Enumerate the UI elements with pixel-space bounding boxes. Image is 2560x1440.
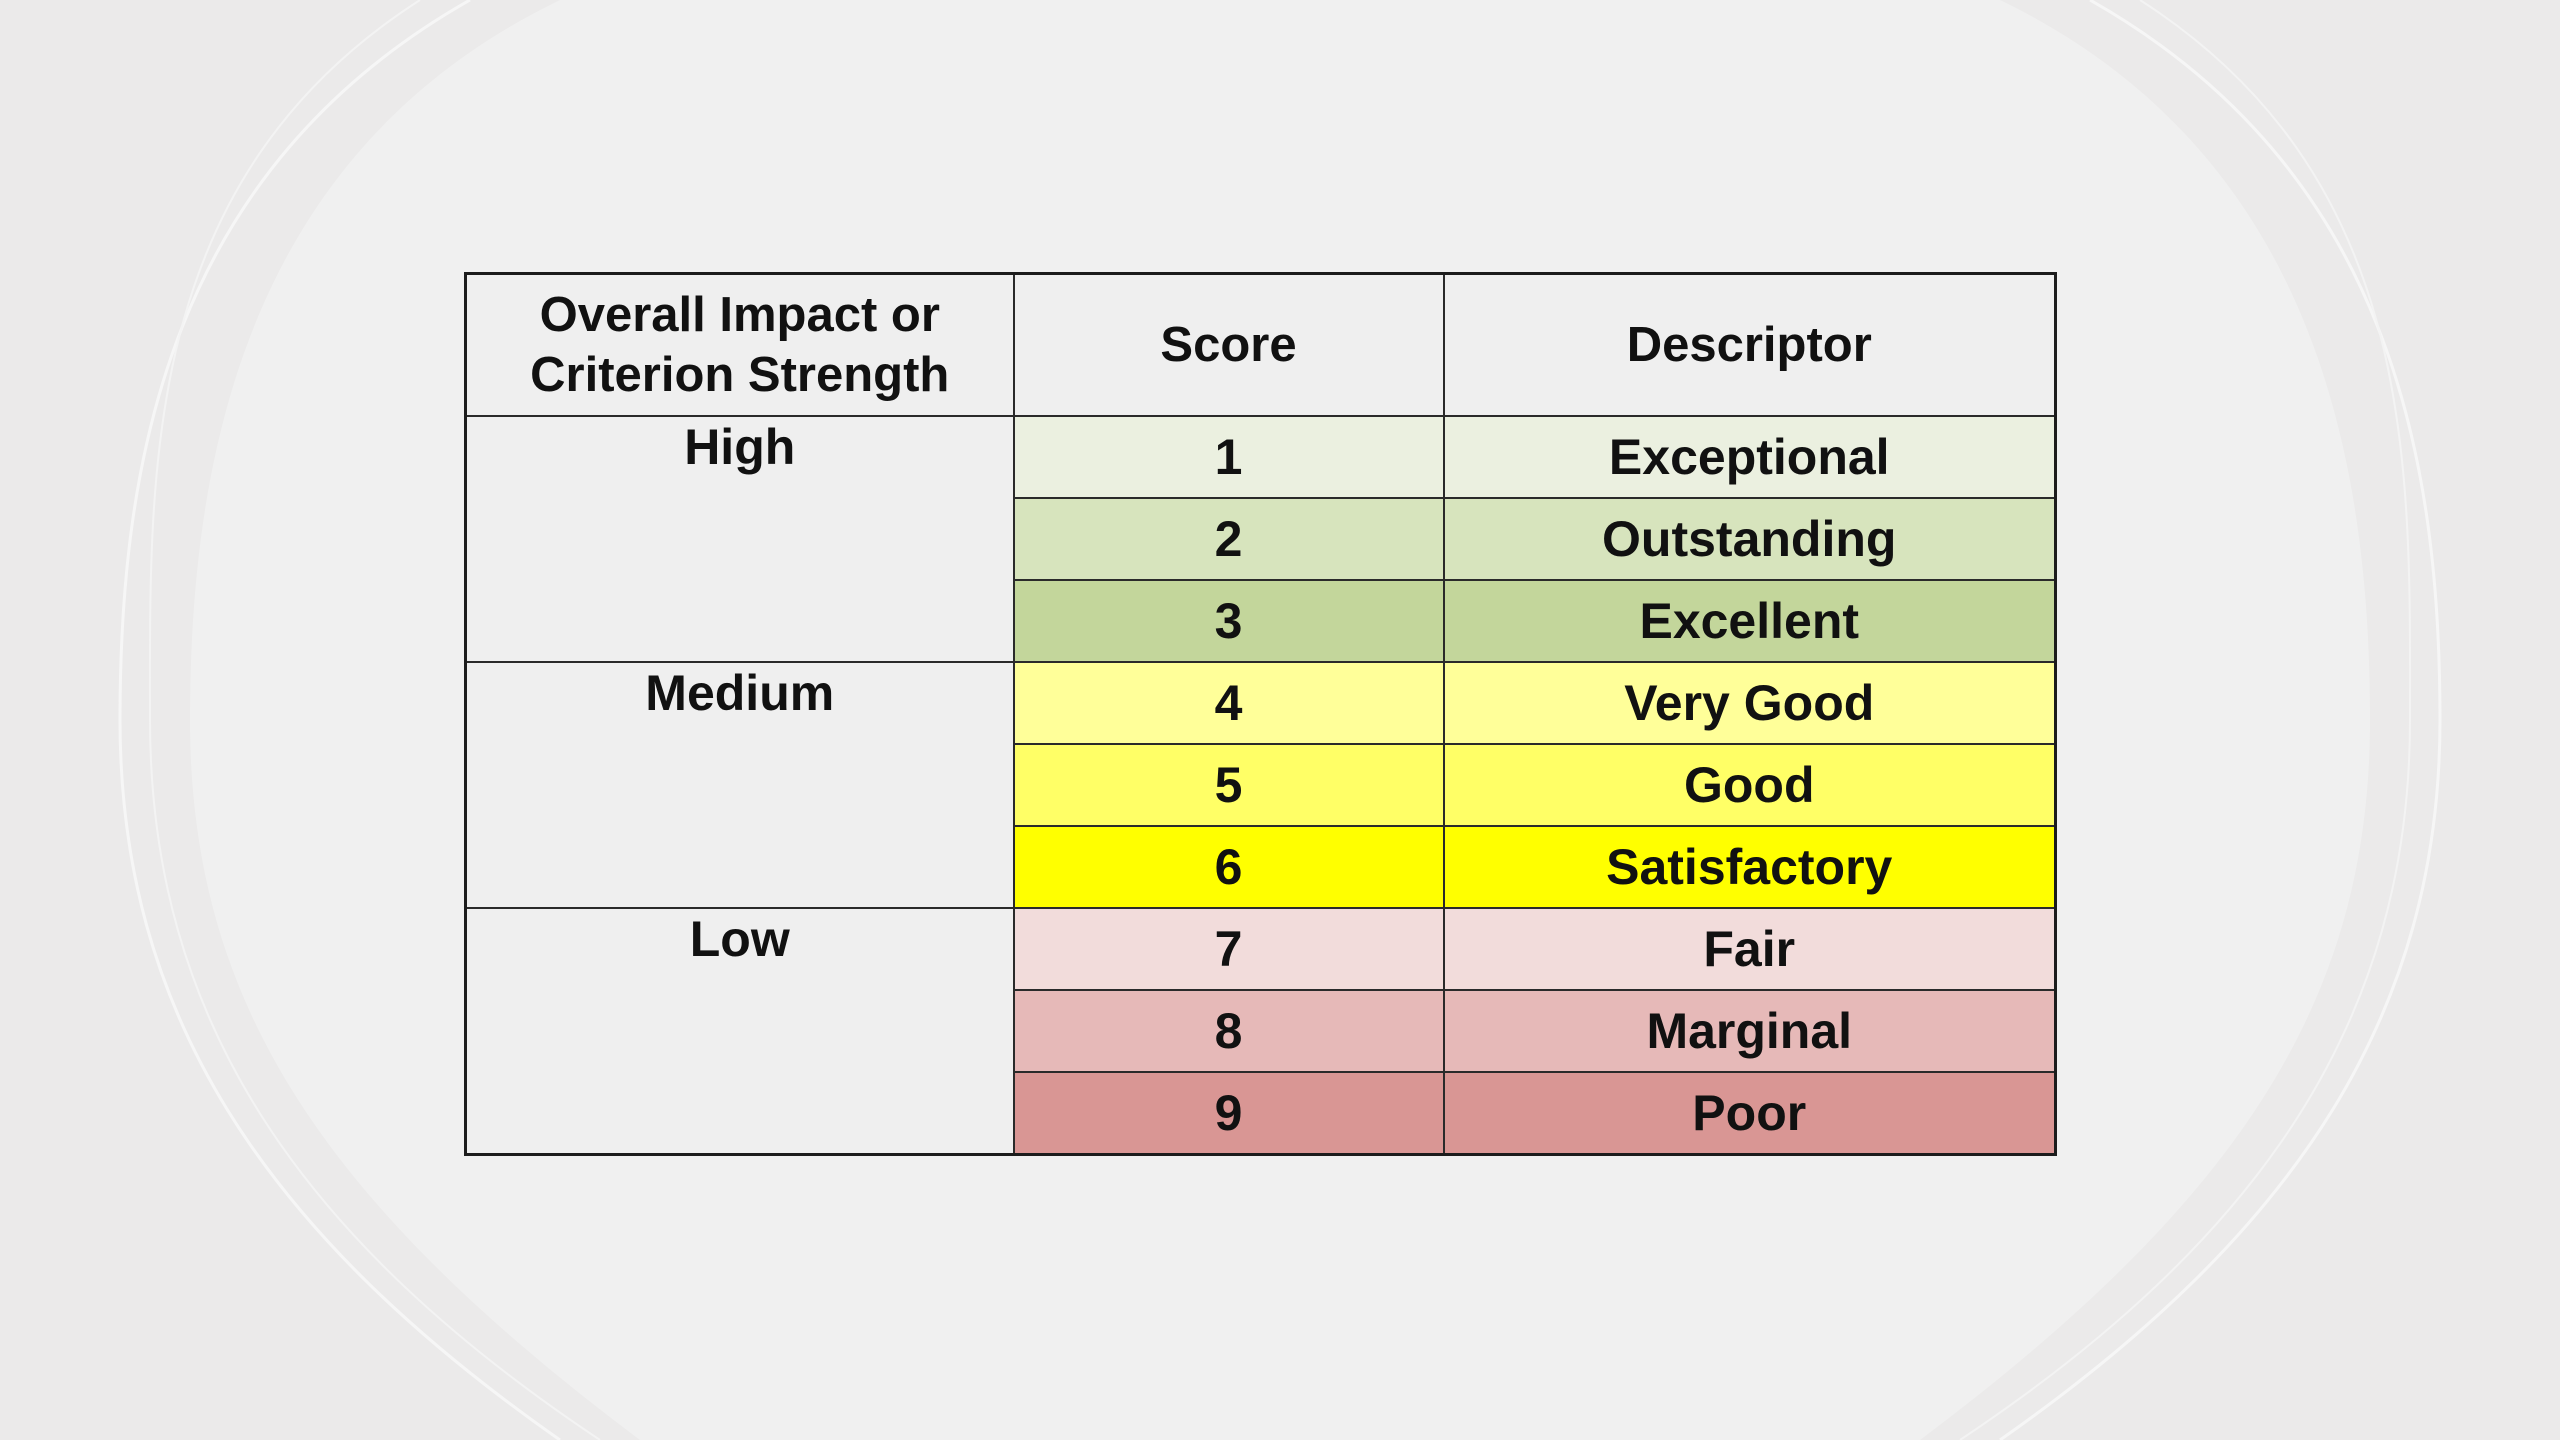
level-cell-low: Low (464, 907, 1015, 1156)
score-cell: 1 (1012, 415, 1445, 499)
header-score: Score (1012, 272, 1445, 417)
score-cell: 4 (1012, 661, 1445, 745)
table-row: 2 Outstanding (466, 497, 2057, 581)
score-cell: 7 (1012, 907, 1445, 991)
descriptor-cell: Satisfactory (1442, 825, 2057, 909)
table-row: 6 Satisfactory (466, 825, 2057, 909)
score-cell: 5 (1012, 743, 1445, 827)
descriptor-cell: Good (1442, 743, 2057, 827)
score-cell: 6 (1012, 825, 1445, 909)
descriptor-cell: Very Good (1442, 661, 2057, 745)
scoring-table: Overall Impact or Criterion Strength Sco… (464, 272, 2057, 1156)
table-row: Low 7 Fair (464, 907, 2057, 1156)
level-cell-medium: Medium (464, 661, 1015, 909)
descriptor-cell: Exceptional (1442, 415, 2057, 499)
header-descriptor: Descriptor (1442, 272, 2057, 417)
descriptor-cell: Excellent (1442, 579, 2057, 663)
level-cell-high: High (464, 415, 1015, 663)
header-row: Overall Impact or Criterion Strength Sco… (464, 272, 2057, 417)
descriptor-cell: Fair (1442, 907, 2057, 991)
table-row: 9 Poor (466, 1071, 2057, 1156)
table-row: Medium 4 Very Good (464, 661, 2057, 909)
table-row: 5 Good (466, 743, 2057, 827)
score-table-container: Overall Impact or Criterion Strength Sco… (464, 272, 2057, 1156)
score-cell: 9 (1012, 1071, 1445, 1156)
table-row: High 1 Exceptional (464, 415, 2057, 663)
table-row: 3 Excellent (466, 579, 2057, 663)
table-row: 8 Marginal (466, 989, 2057, 1073)
descriptor-cell: Marginal (1442, 989, 2057, 1073)
descriptor-cell: Poor (1442, 1071, 2057, 1156)
score-cell: 2 (1012, 497, 1445, 581)
score-cell: 3 (1012, 579, 1445, 663)
header-impact-strength: Overall Impact or Criterion Strength (464, 272, 1015, 417)
score-cell: 8 (1012, 989, 1445, 1073)
descriptor-cell: Outstanding (1442, 497, 2057, 581)
